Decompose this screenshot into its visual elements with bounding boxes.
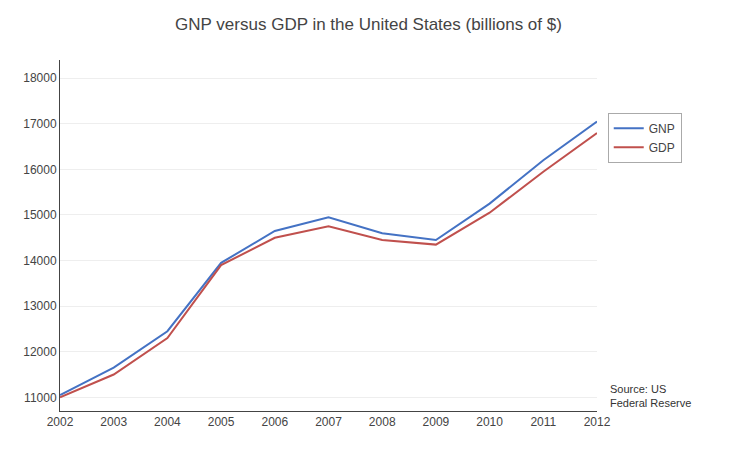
svg-text:13000: 13000	[23, 299, 57, 313]
svg-text:18000: 18000	[23, 71, 57, 85]
svg-text:2002: 2002	[47, 415, 74, 429]
svg-text:2005: 2005	[208, 415, 235, 429]
svg-text:2006: 2006	[261, 415, 288, 429]
svg-text:11000: 11000	[24, 391, 57, 405]
svg-text:2012: 2012	[584, 415, 611, 429]
svg-text:16000: 16000	[23, 163, 57, 177]
svg-text:12000: 12000	[23, 345, 57, 359]
svg-text:2003: 2003	[100, 415, 127, 429]
svg-text:Source: USFederal Reserve: Source: USFederal Reserve	[610, 383, 691, 409]
svg-text:2011: 2011	[530, 415, 556, 429]
svg-text:2010: 2010	[476, 415, 503, 429]
svg-text:2009: 2009	[423, 415, 450, 429]
svg-text:2007: 2007	[315, 415, 342, 429]
svg-text:2008: 2008	[369, 415, 396, 429]
svg-text:2004: 2004	[154, 415, 181, 429]
svg-text:15000: 15000	[23, 208, 57, 222]
svg-text:GNP: GNP	[649, 122, 675, 136]
svg-text:14000: 14000	[23, 254, 57, 268]
svg-text:GNP versus GDP in the United S: GNP versus GDP in the United States (bil…	[175, 15, 562, 34]
svg-text:GDP: GDP	[649, 141, 675, 155]
svg-text:17000: 17000	[23, 117, 57, 131]
